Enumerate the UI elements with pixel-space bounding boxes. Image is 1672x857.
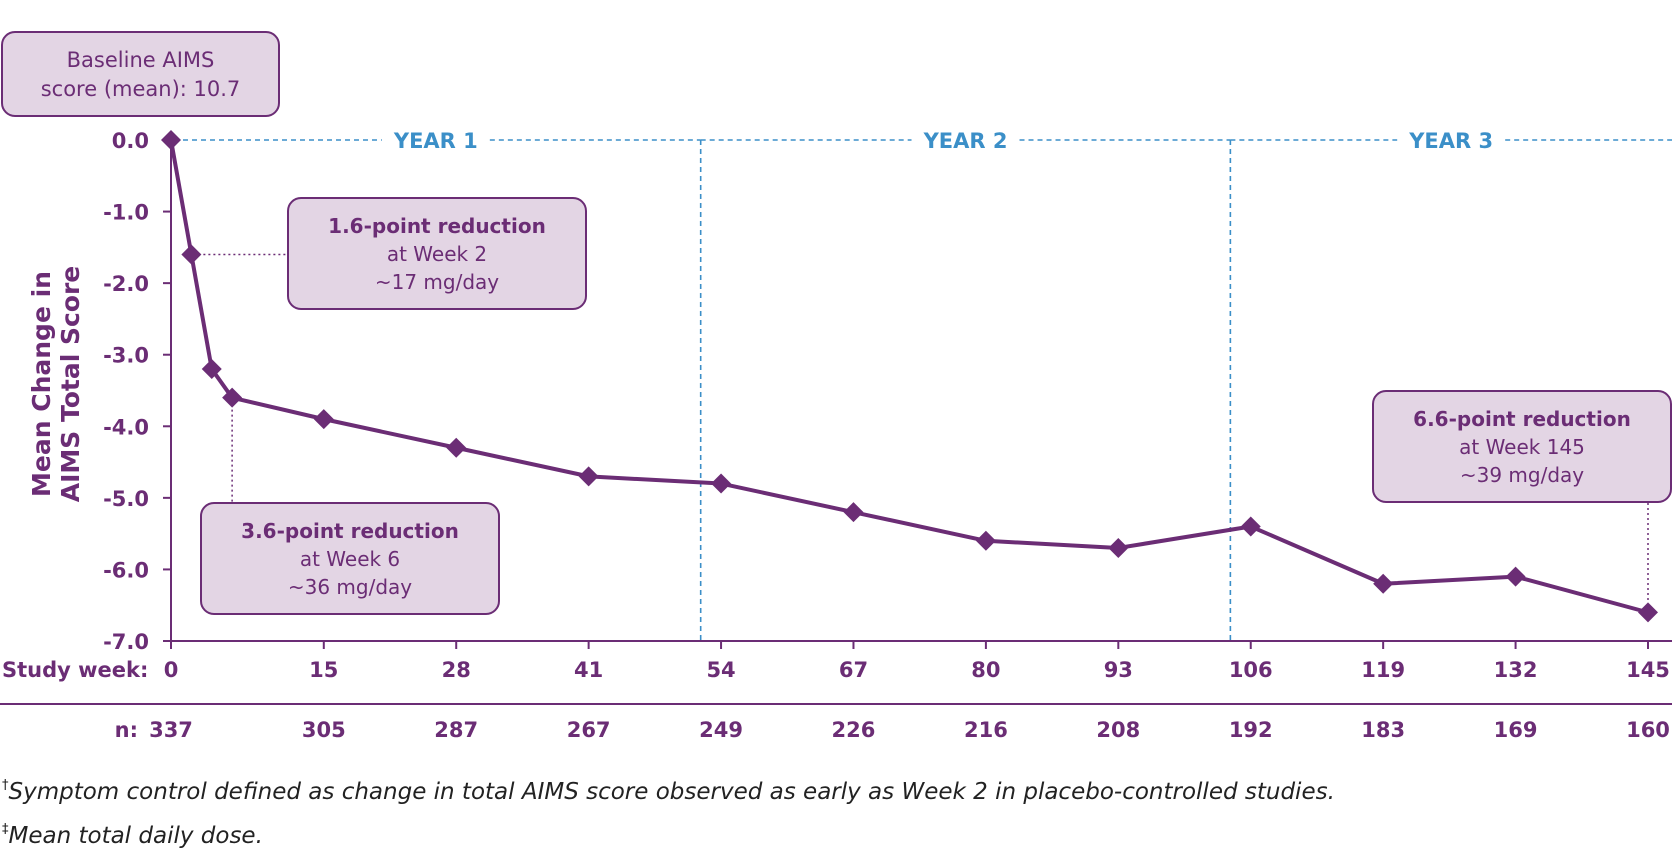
callout-week-145: 6.6-point reduction at Week 145 ~39 mg/d… [1372,390,1672,503]
n-value-label: 267 [567,718,611,742]
data-point-marker [222,387,243,408]
y-axis-title-line: Mean Change in [27,271,56,497]
chart-axes [0,139,1672,705]
x-tick-label: 15 [309,658,338,682]
x-tick-label: 0 [164,658,179,682]
footnote-dagger-mark: † [2,778,9,793]
callout-week-2-dose: ~17 mg/day [374,270,500,294]
data-point-marker [1373,573,1394,594]
n-value-label: 287 [434,718,478,742]
axis-labels: 0.0 -1.0 -2.0 -3.0 -4.0 -5.0 -6.0 -7.0 Mean Chan… [2,129,1670,742]
year-label: YEAR 1 [393,129,478,153]
y-tick-label: -5.0 [103,487,149,511]
y-axis-title: Mean Change inAIMS Total Score [27,266,85,503]
year-label: YEAR 2 [923,129,1008,153]
callout-leaders [203,253,1649,601]
x-tick-label: 67 [839,658,868,682]
data-point-marker [1505,566,1526,587]
callout-week-145-title: 6.6-point reduction [1413,407,1631,431]
y-tick-label: -1.0 [103,201,149,225]
data-point-marker [161,130,181,150]
n-value-label: 208 [1096,718,1140,742]
callout-week-6-title: 3.6-point reduction [241,519,459,543]
n-value-label: 249 [699,718,743,742]
data-point-marker [1108,537,1129,558]
y-tick-label: -7.0 [103,630,149,654]
n-value-label: 216 [964,718,1008,742]
footnote-daily-dose: ‡Mean total daily dose. [2,822,263,849]
callout-week-2-title: 1.6-point reduction [328,214,546,238]
year-dividers: YEAR 1 YEAR 2 YEAR 3 [183,129,1672,641]
data-point-marker [446,437,467,458]
x-tick-label: 119 [1361,658,1405,682]
study-week-row-label: Study week: [2,658,148,682]
n-value-label: 337 [149,718,193,742]
x-tick-label: 28 [442,658,471,682]
y-tick-label: 0.0 [112,129,149,153]
y-axis-title-line: AIMS Total Score [56,266,85,503]
callout-week-2-week: at Week 2 [386,242,488,266]
y-tick-label: -4.0 [103,415,149,439]
data-point-marker [313,409,334,430]
data-point-marker [578,466,599,487]
footnote-double-dagger-mark: ‡ [2,822,9,837]
data-point-marker [843,502,864,523]
y-tick-label: -6.0 [103,558,149,582]
x-tick-label: 132 [1494,658,1538,682]
n-value-label: 226 [832,718,876,742]
data-point-marker [975,530,996,551]
data-series [161,130,1658,623]
baseline-line-1: Baseline AIMS [66,48,215,72]
footnote-symptom-text: Symptom control defined as change in tot… [8,779,1335,805]
n-value-label: 305 [302,718,346,742]
x-tick-label: 80 [971,658,1000,682]
y-tick-label: -3.0 [103,344,149,368]
callout-week-6-dose: ~36 mg/day [287,575,413,599]
x-tick-label: 41 [574,658,603,682]
n-row-label: n: [115,718,138,742]
data-point-marker [1638,602,1658,623]
callout-week-6-week: at Week 6 [299,547,401,571]
data-point-marker [1240,516,1261,537]
x-tick-label: 93 [1104,658,1133,682]
n-value-label: 160 [1626,718,1670,742]
data-point-marker [201,359,222,380]
callout-week-6: 3.6-point reduction at Week 6 ~36 mg/day [200,502,500,615]
y-tick-label: -2.0 [103,272,149,296]
footnote-symptom-control: †Symptom control defined as change in to… [2,778,1335,805]
baseline-score-box: Baseline AIMS score (mean): 10.7 [1,31,280,117]
callout-week-145-dose: ~39 mg/day [1459,463,1585,487]
callout-week-145-week: at Week 145 [1459,435,1585,459]
baseline-line-2: score (mean): 10.7 [40,77,241,101]
n-value-label: 183 [1361,718,1405,742]
x-tick-label: 106 [1229,658,1273,682]
callout-week-2: 1.6-point reduction at Week 2 ~17 mg/day [287,197,587,310]
x-tick-label: 54 [706,658,735,682]
data-point-marker [181,244,202,265]
x-tick-label: 145 [1626,658,1670,682]
n-value-label: 169 [1494,718,1538,742]
footnote-dose-text: Mean total daily dose. [8,823,263,849]
data-point-marker [711,473,732,494]
year-label: YEAR 3 [1408,129,1493,153]
n-value-label: 192 [1229,718,1273,742]
